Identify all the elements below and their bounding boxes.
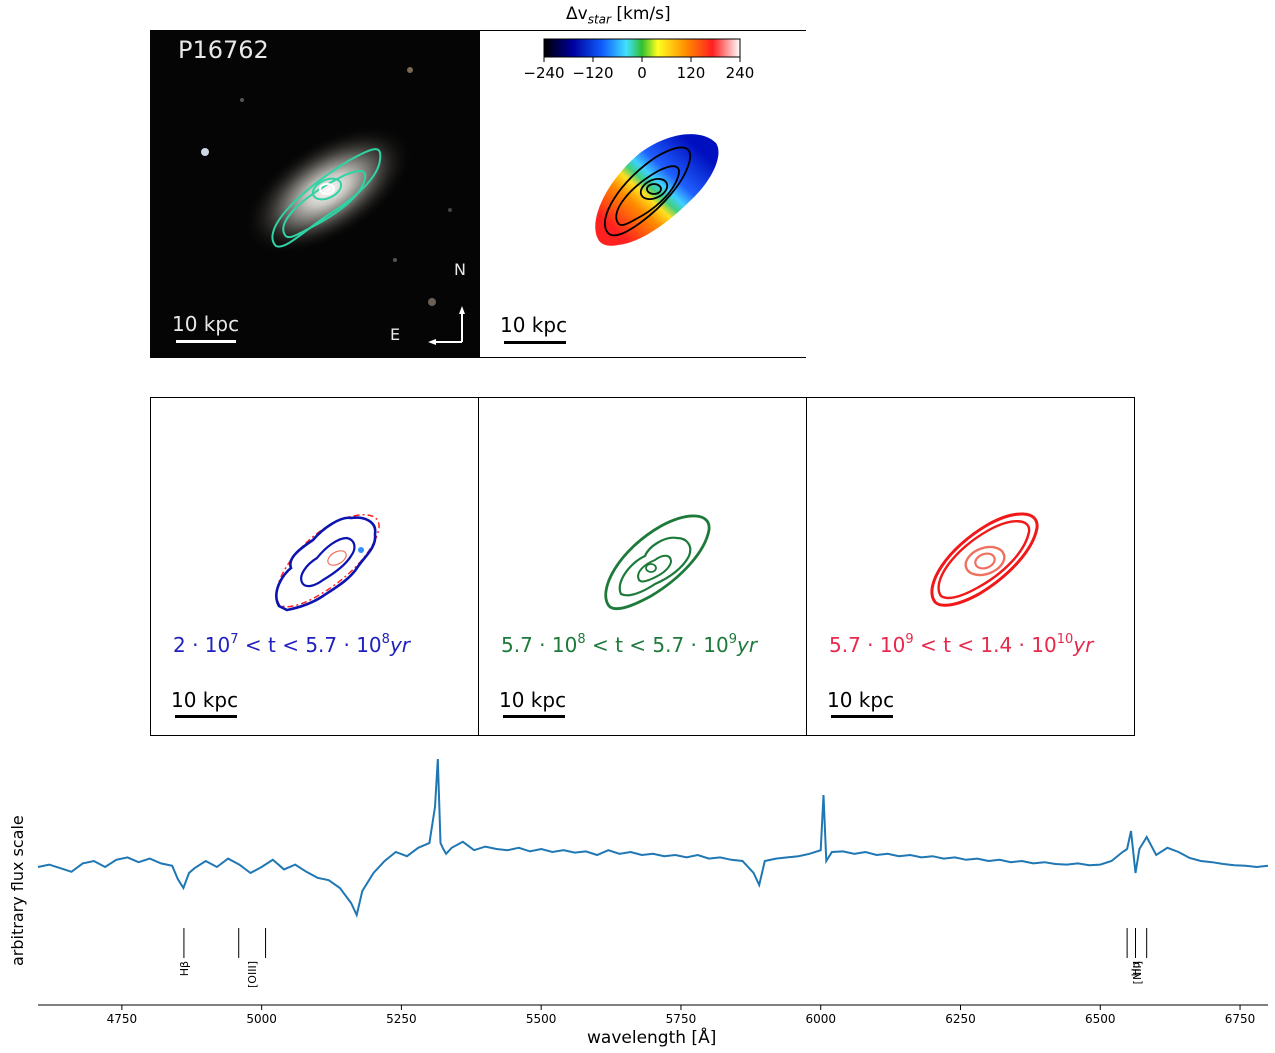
colorbar-tick: −240 [523, 64, 565, 82]
colorbar-title-unit: [km/s] [610, 4, 671, 24]
star-dot [393, 258, 397, 262]
velocity-map [543, 38, 741, 246]
contour-core [646, 183, 662, 195]
scale-label: 10 kpc [171, 688, 239, 712]
colorbar-title-main: Δv [566, 4, 588, 24]
velocity-panel: Δvstar [km/s] −240 −120 0 120 240 10 kpc [480, 4, 806, 358]
star-dot [448, 208, 452, 212]
age-range-base1: 5.7 · 10 [829, 633, 906, 657]
scale-label: 10 kpc [172, 312, 240, 336]
contour-inner [300, 536, 356, 588]
object-id: P16762 [178, 36, 269, 64]
contour-outer [275, 516, 377, 612]
line-marker-label: [OIII] [246, 961, 259, 988]
scale-label: 10 kpc [499, 688, 567, 712]
contour-core [327, 550, 347, 566]
colorbar-title-sub: star [587, 12, 611, 27]
galaxy-image [201, 67, 465, 345]
contour-mid [937, 520, 1031, 600]
age-range-unit: yr [1073, 633, 1094, 657]
compass-east-arrowhead [428, 339, 436, 345]
spectrum-chart: 4750 5000 5250 5500 5750 6000 6250 6500 6750 Hβ [… [37, 758, 1269, 1026]
age-range-base1: 5.7 · 10 [501, 633, 578, 657]
x-tick-label: 5750 [666, 1012, 697, 1026]
spectrum-line [37, 758, 1269, 919]
scale-bar [831, 715, 893, 718]
star-dot [201, 148, 209, 156]
age-range-mid: < t < 1.4 · 10 [913, 633, 1057, 657]
age-range-unit: yr [737, 633, 758, 657]
peak-marker [358, 547, 364, 553]
colorbar-title: Δvstar [km/s] [566, 4, 671, 26]
population-panel-intermediate: 5.7 · 108 < t < 5.7 · 109yr 10 kpc [478, 397, 807, 736]
scale-bar [175, 715, 237, 718]
scale-bar [176, 340, 236, 343]
contour-core [645, 563, 657, 573]
line-marker-label: Hβ [178, 961, 191, 976]
contour-inner [637, 554, 673, 583]
colorbar-tick: 240 [725, 64, 755, 82]
x-tick-label: 6000 [805, 1012, 836, 1026]
age-range-unit: yr [389, 633, 410, 657]
x-tick-label: 5250 [386, 1012, 417, 1026]
population-panel-old: 5.7 · 109 < t < 1.4 · 1010yr 10 kpc [806, 397, 1135, 736]
x-axis-label: wavelength [Å] [587, 1028, 716, 1048]
age-range-exp1: 9 [905, 632, 914, 647]
population-age-range: 5.7 · 109 < t < 1.4 · 1010yr [829, 632, 1093, 657]
x-tick-label: 6250 [945, 1012, 976, 1026]
contour-core [974, 552, 996, 570]
x-tick-label: 5000 [246, 1012, 277, 1026]
line-markers: Hβ [OIII] Hα[NII] [178, 928, 1148, 988]
scale-bar [503, 715, 565, 718]
compass-north-arrowhead [459, 306, 465, 314]
contour-inner [639, 178, 669, 200]
star-dot [240, 98, 244, 102]
colorbar-tick: 0 [637, 64, 647, 82]
line-marker-label: Hα [1129, 961, 1142, 977]
x-tick-label: 5500 [526, 1012, 557, 1026]
compass-east-label: E [390, 325, 401, 344]
population-age-range: 5.7 · 108 < t < 5.7 · 109yr [501, 632, 757, 657]
age-range-mid: < t < 5.7 · 10 [585, 633, 729, 657]
contour-inner [964, 545, 1006, 577]
colorbar-tick: 120 [676, 64, 706, 82]
star-dot [407, 67, 413, 73]
x-tick-label: 4750 [107, 1012, 138, 1026]
population-contours-young [275, 514, 380, 612]
contour-mid [615, 165, 680, 226]
scale-label: 10 kpc [500, 313, 568, 337]
population-contours-intermediate [604, 514, 711, 611]
age-range-exp2: 8 [381, 632, 390, 647]
contour-outer [603, 146, 691, 237]
velocity-field [595, 134, 719, 246]
age-range-exp1: 8 [577, 632, 586, 647]
age-range-base1: 2 · 10 [173, 633, 231, 657]
colorbar [543, 38, 741, 58]
line-marker-label: [NII] [1131, 961, 1144, 984]
scale-bar [504, 341, 566, 344]
population-contours-old [930, 512, 1039, 607]
age-range-exp2: 10 [1056, 632, 1074, 647]
x-axis-label-text: wavelength [Å] [587, 1028, 717, 1048]
age-range-mid: < t < 5.7 · 10 [238, 633, 382, 657]
contour-mid [618, 536, 692, 597]
compass-north-label: N [454, 260, 466, 279]
contour-core [319, 183, 335, 195]
contour-outer [930, 512, 1039, 607]
age-range-exp2: 9 [728, 632, 738, 647]
contour-outer [604, 514, 711, 611]
x-tick-label: 6750 [1225, 1012, 1256, 1026]
colorbar-tick: −120 [572, 64, 614, 82]
x-ticks: 4750 5000 5250 5500 5750 6000 6250 6500 6750 [107, 1005, 1256, 1026]
image-panel: P16762 N E 10 kpc [150, 30, 480, 358]
population-panel-young: 2 · 107 < t < 5.7 · 108yr 10 kpc [150, 397, 479, 736]
star-dot [428, 298, 436, 306]
population-age-range: 2 · 107 < t < 5.7 · 108yr [173, 632, 410, 657]
age-range-exp1: 7 [230, 632, 239, 647]
contour-inner [311, 177, 343, 201]
scale-label: 10 kpc [827, 688, 895, 712]
x-tick-label: 6500 [1085, 1012, 1116, 1026]
contour-mid [282, 169, 367, 239]
y-axis-label: arbitrary flux scale [8, 815, 27, 966]
